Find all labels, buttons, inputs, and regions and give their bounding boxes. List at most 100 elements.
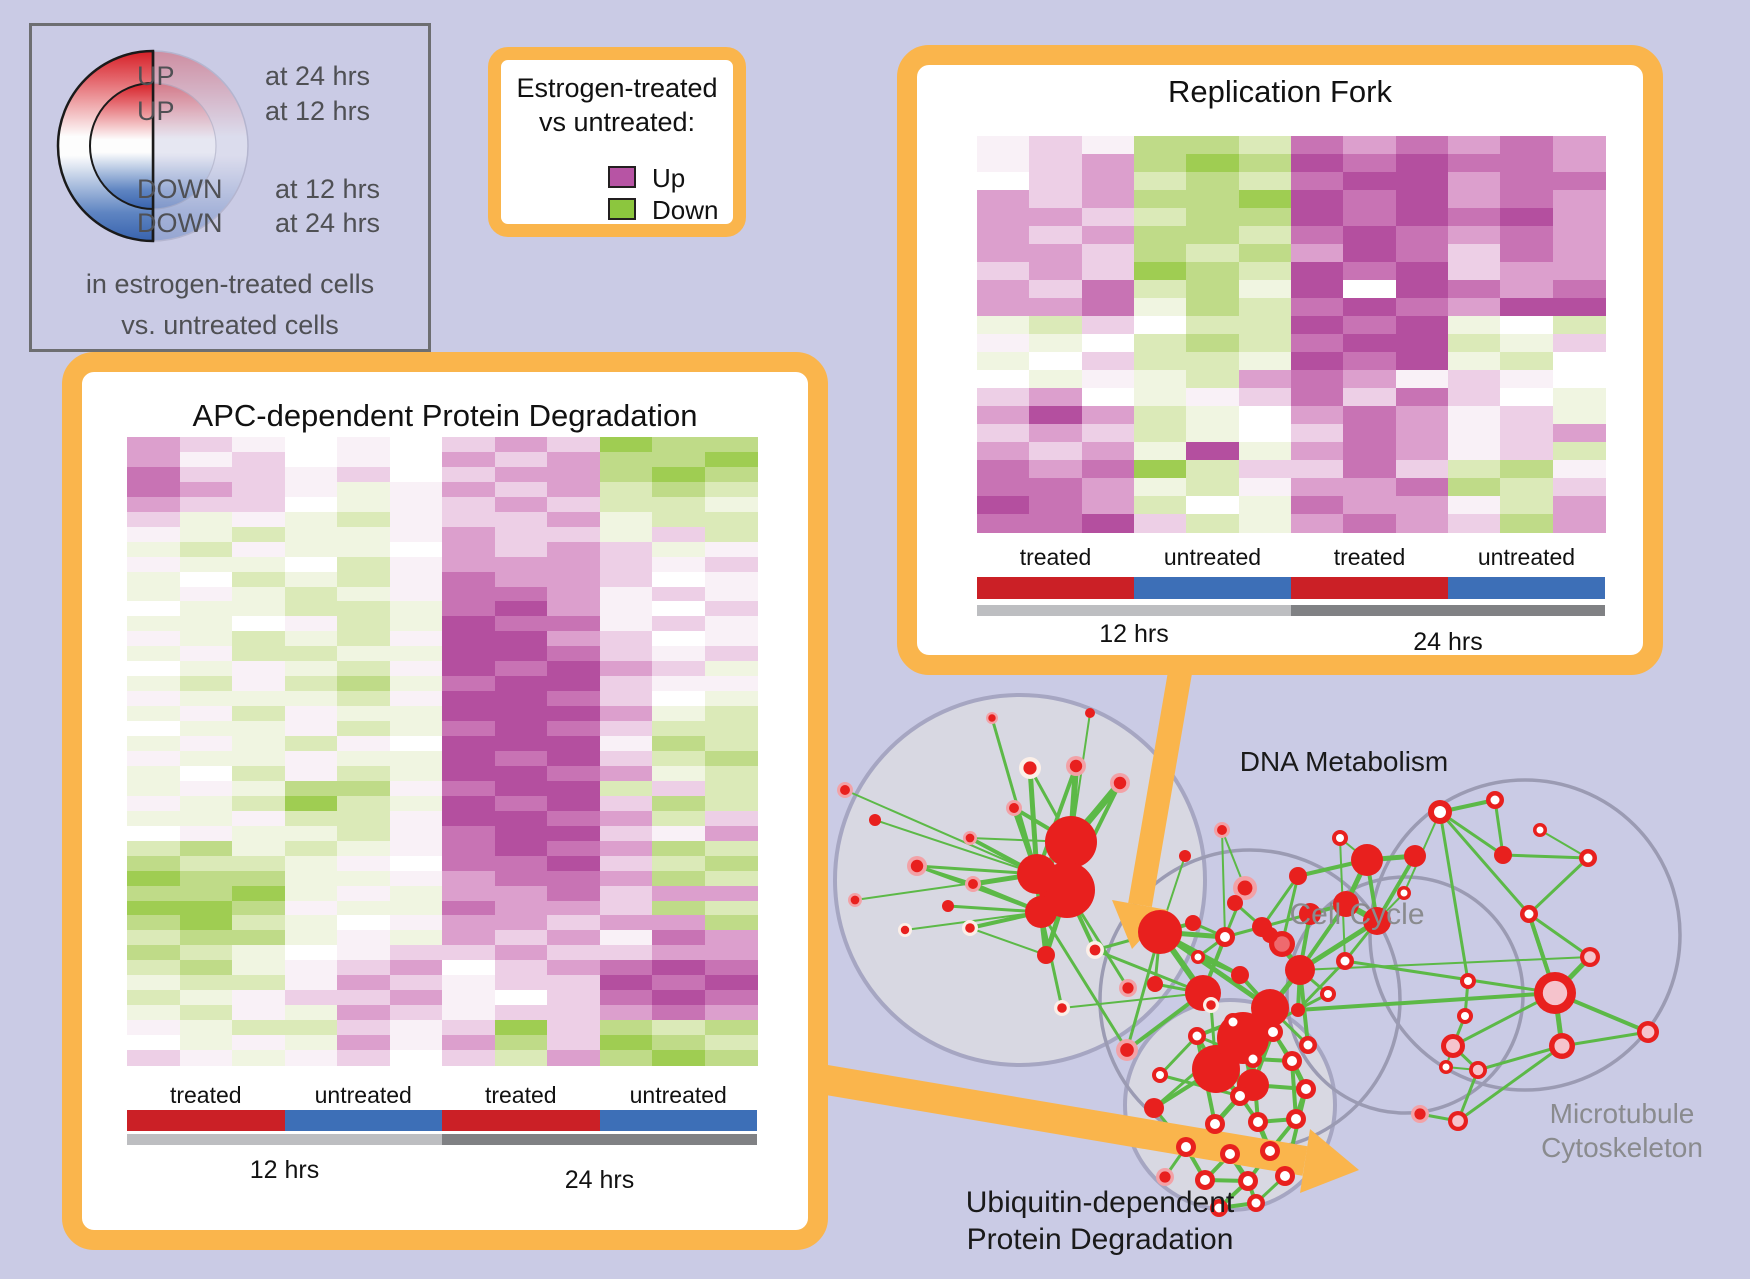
heatmap-cell bbox=[704, 960, 758, 976]
heatmap-cell bbox=[1343, 334, 1397, 353]
heatmap-cell bbox=[1552, 190, 1606, 209]
heatmap-cell bbox=[1238, 460, 1292, 479]
heatmap-cell bbox=[652, 496, 706, 513]
gene-set-node-core bbox=[1340, 956, 1350, 966]
heatmap-cell bbox=[232, 706, 286, 722]
heatmap-cell bbox=[652, 990, 706, 1006]
heatmap-cell bbox=[977, 154, 1030, 173]
heatmap-cell bbox=[652, 795, 706, 812]
heatmap-cell bbox=[977, 424, 1030, 443]
heatmap-cell bbox=[652, 975, 706, 991]
heatmap-cell bbox=[704, 586, 758, 603]
heatmap-cell bbox=[494, 481, 548, 498]
heatmap-cell bbox=[389, 496, 443, 513]
heatmap-cell bbox=[442, 765, 496, 782]
heatmap-cell bbox=[442, 511, 496, 528]
heatmap-cell bbox=[1552, 424, 1606, 443]
gene-set-node-core bbox=[1251, 1198, 1261, 1208]
heatmap-cell bbox=[1081, 496, 1135, 515]
heatmap-cell bbox=[179, 1005, 233, 1021]
heatmap-cell bbox=[1448, 136, 1501, 155]
heatmap-cell bbox=[1081, 334, 1135, 353]
heatmap-cell bbox=[1552, 208, 1606, 227]
heatmap-cell bbox=[337, 1035, 391, 1051]
heatmap-cell bbox=[232, 825, 286, 842]
heatmap-cell bbox=[494, 466, 548, 483]
gene-set-node bbox=[1144, 1098, 1164, 1118]
heatmap-cell bbox=[652, 780, 706, 797]
heatmap-cell bbox=[1134, 460, 1187, 479]
heatmap-cell bbox=[977, 352, 1030, 371]
heatmap-cell bbox=[1552, 226, 1606, 245]
heatmap-cell bbox=[1448, 298, 1501, 317]
gene-set-node bbox=[1231, 966, 1249, 984]
heatmap-cell bbox=[389, 586, 443, 603]
heatmap-cell bbox=[599, 780, 653, 797]
heatmap-cell bbox=[652, 451, 706, 468]
inner-circle-right-faded bbox=[152, 82, 217, 210]
heatmap-cell bbox=[1552, 316, 1606, 335]
heatmap-cell bbox=[977, 262, 1030, 281]
heatmap-cell bbox=[494, 810, 548, 827]
heatmap-cell bbox=[1029, 226, 1083, 245]
heatmap-cell bbox=[704, 990, 758, 1006]
heatmap-cell bbox=[1186, 208, 1240, 227]
heatmap-cell bbox=[389, 736, 443, 752]
gene-set-node-core bbox=[1210, 1119, 1220, 1129]
heatmap-cell bbox=[284, 661, 338, 677]
heatmap-cell bbox=[337, 751, 391, 767]
gene-set-node bbox=[1045, 816, 1097, 868]
overlap-edge bbox=[1539, 829, 1589, 859]
heatmap-cell bbox=[494, 586, 548, 603]
heatmap-cell bbox=[1134, 226, 1187, 245]
heatmap-cell bbox=[547, 1020, 601, 1036]
heatmap-cell bbox=[442, 706, 496, 722]
heatmap-cell bbox=[547, 900, 601, 917]
gene-set-node-core bbox=[1452, 1115, 1464, 1127]
heatmap-cell bbox=[1552, 388, 1606, 407]
overlap-edge bbox=[1438, 811, 1470, 982]
heatmap-cell bbox=[442, 975, 496, 991]
heatmap-cell bbox=[442, 870, 496, 887]
heatmap-cell bbox=[1081, 172, 1135, 191]
heatmap-cell bbox=[442, 930, 496, 946]
gene-set-node bbox=[1138, 910, 1182, 954]
heatmap-cell bbox=[494, 1035, 548, 1051]
heatmap-cell bbox=[547, 526, 601, 543]
heatmap-cell bbox=[494, 975, 548, 991]
heatmap-cell bbox=[1186, 496, 1240, 515]
heatmap-cell bbox=[389, 646, 443, 662]
heatmap-cell bbox=[977, 172, 1030, 191]
heatmap-cell bbox=[652, 765, 706, 782]
heatmap-cell bbox=[1343, 406, 1397, 425]
heatmap-cell bbox=[704, 496, 758, 513]
overlap-edge bbox=[1438, 811, 1531, 915]
heatmap-cell bbox=[389, 960, 443, 976]
heatmap-cell bbox=[977, 244, 1030, 263]
heatmap-cell bbox=[389, 780, 443, 797]
panel-title-repfork: Replication Fork bbox=[1168, 74, 1392, 109]
heatmap-cell bbox=[494, 780, 548, 797]
gene-set-node-core bbox=[1324, 990, 1332, 998]
heatmap-cell bbox=[232, 631, 286, 647]
heatmap-cell bbox=[1500, 514, 1554, 533]
heatmap-cell bbox=[179, 751, 233, 767]
gene-set-node-core bbox=[1336, 834, 1344, 842]
heatmap-cell bbox=[1343, 280, 1397, 299]
heatmap-cell bbox=[442, 616, 496, 632]
heatmap-cell bbox=[284, 825, 338, 842]
heatmap-cell bbox=[704, 556, 758, 573]
heatmap-cell bbox=[1552, 334, 1606, 353]
heatmap-cell bbox=[599, 751, 653, 767]
heatmap-cell bbox=[337, 960, 391, 976]
heatmap-cell bbox=[389, 915, 443, 932]
overlap-edge bbox=[1221, 829, 1226, 938]
heatmap-cell bbox=[179, 736, 233, 752]
heatmap-cell bbox=[389, 706, 443, 722]
gene-set-node-core bbox=[1584, 951, 1596, 963]
gene-set-node bbox=[1085, 708, 1095, 718]
heatmap-cell bbox=[284, 586, 338, 603]
heatmap-cell bbox=[977, 190, 1030, 209]
heatmap-cell bbox=[547, 571, 601, 588]
